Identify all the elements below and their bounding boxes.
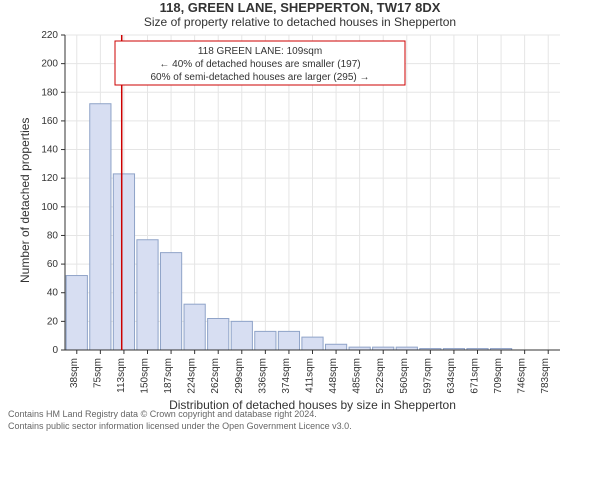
svg-text:40: 40 xyxy=(47,288,59,299)
svg-text:224sqm: 224sqm xyxy=(187,358,198,394)
svg-text:38sqm: 38sqm xyxy=(69,358,80,388)
bar xyxy=(231,321,252,350)
svg-text:20: 20 xyxy=(47,316,59,327)
bar xyxy=(184,304,205,350)
bar xyxy=(113,174,134,350)
svg-text:671sqm: 671sqm xyxy=(470,358,481,394)
svg-text:180: 180 xyxy=(41,87,58,98)
infobox-line-2: ← 40% of detached houses are smaller (19… xyxy=(159,59,360,70)
chart-container: Number of detached properties 0204060801… xyxy=(0,29,600,409)
svg-text:485sqm: 485sqm xyxy=(352,358,363,394)
svg-text:709sqm: 709sqm xyxy=(493,358,504,394)
bar xyxy=(302,337,323,350)
footer-line-2: Contains public sector information licen… xyxy=(8,421,600,433)
bar xyxy=(66,276,87,350)
svg-text:75sqm: 75sqm xyxy=(92,358,103,388)
svg-text:140: 140 xyxy=(41,145,58,156)
bar xyxy=(160,253,181,350)
svg-text:187sqm: 187sqm xyxy=(163,358,174,394)
svg-text:374sqm: 374sqm xyxy=(281,358,292,394)
bar xyxy=(255,331,276,350)
svg-text:200: 200 xyxy=(41,59,58,70)
svg-text:150sqm: 150sqm xyxy=(140,358,151,394)
page-subtitle: Size of property relative to detached ho… xyxy=(0,15,600,29)
svg-text:597sqm: 597sqm xyxy=(422,358,433,394)
svg-text:120: 120 xyxy=(41,173,58,184)
svg-text:746sqm: 746sqm xyxy=(517,358,528,394)
svg-text:0: 0 xyxy=(52,345,58,356)
svg-text:113sqm: 113sqm xyxy=(116,358,127,393)
infobox-line-3: 60% of semi-detached houses are larger (… xyxy=(150,72,369,83)
svg-text:80: 80 xyxy=(47,230,59,241)
footer-attribution: Contains HM Land Registry data © Crown c… xyxy=(0,409,600,432)
svg-text:299sqm: 299sqm xyxy=(234,358,245,394)
svg-text:522sqm: 522sqm xyxy=(375,358,386,394)
infobox-line-1: 118 GREEN LANE: 109sqm xyxy=(198,46,322,57)
svg-text:411sqm: 411sqm xyxy=(305,358,316,393)
svg-text:60: 60 xyxy=(47,259,59,270)
x-axis-title: Distribution of detached houses by size … xyxy=(65,398,560,412)
svg-text:560sqm: 560sqm xyxy=(399,358,410,394)
bar xyxy=(208,319,229,351)
bar xyxy=(90,104,111,350)
bar xyxy=(278,331,299,350)
bar xyxy=(137,240,158,350)
svg-text:160: 160 xyxy=(41,116,58,127)
svg-text:100: 100 xyxy=(41,202,58,213)
svg-text:448sqm: 448sqm xyxy=(328,358,339,394)
svg-text:783sqm: 783sqm xyxy=(540,358,551,394)
bar xyxy=(325,344,346,350)
distribution-bar-chart: 0 20 40 60 80 100 120 140 160 180 200 220 38sqm 75sqm… xyxy=(0,29,600,409)
svg-text:336sqm: 336sqm xyxy=(257,358,268,394)
svg-text:220: 220 xyxy=(41,30,58,41)
page-title: 118, GREEN LANE, SHEPPERTON, TW17 8DX xyxy=(0,0,600,15)
svg-text:262sqm: 262sqm xyxy=(210,358,221,394)
svg-text:634sqm: 634sqm xyxy=(446,358,457,394)
